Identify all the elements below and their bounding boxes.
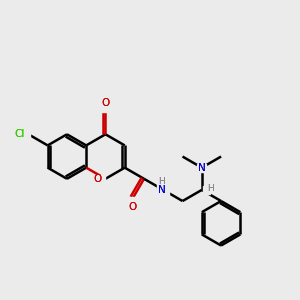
Text: O: O bbox=[101, 98, 110, 108]
Bar bbox=[157, 183, 170, 197]
Bar bbox=[101, 104, 110, 112]
Text: Cl: Cl bbox=[15, 129, 25, 139]
Bar bbox=[203, 186, 210, 194]
Text: Cl: Cl bbox=[15, 129, 25, 139]
Bar bbox=[17, 130, 30, 138]
Text: H: H bbox=[158, 177, 165, 186]
Text: H: H bbox=[207, 184, 214, 193]
Text: O: O bbox=[129, 202, 137, 212]
Text: O: O bbox=[93, 174, 101, 184]
Bar bbox=[129, 197, 137, 206]
Text: N: N bbox=[158, 185, 166, 195]
Text: N: N bbox=[198, 163, 206, 173]
Text: H: H bbox=[207, 184, 214, 193]
Bar bbox=[96, 175, 105, 183]
Text: N: N bbox=[198, 163, 206, 173]
Bar bbox=[197, 164, 206, 172]
Text: O: O bbox=[101, 98, 110, 108]
Text: O: O bbox=[93, 174, 101, 184]
Text: O: O bbox=[129, 202, 137, 212]
Text: H: H bbox=[158, 177, 165, 186]
Text: N: N bbox=[158, 185, 166, 195]
